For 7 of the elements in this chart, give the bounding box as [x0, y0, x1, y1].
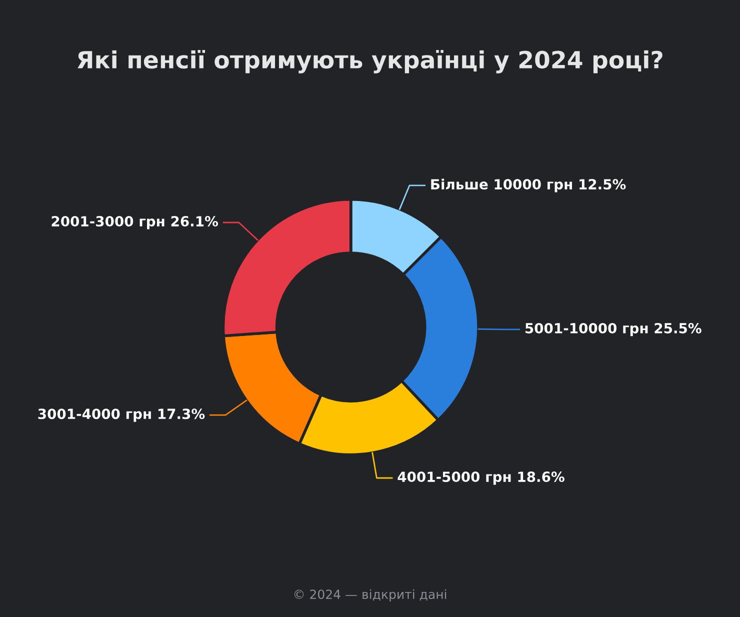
slice-label: 2001-3000 грн 26.1%: [52, 216, 218, 230]
text: © 2024 — відкриті дані: [294, 589, 446, 602]
chart-title: Які пенсії отримують українці у 2024 році?: [78, 50, 662, 74]
slice-label: Більше 10000 грн 12.5%: [431, 178, 626, 192]
slice-label: 5001-10000 грн 25.5%: [526, 322, 702, 336]
slice-label: 3001-4000 грн 17.3%: [38, 408, 205, 422]
slice-label: 4001-5000 грн 18.6%: [398, 472, 564, 485]
